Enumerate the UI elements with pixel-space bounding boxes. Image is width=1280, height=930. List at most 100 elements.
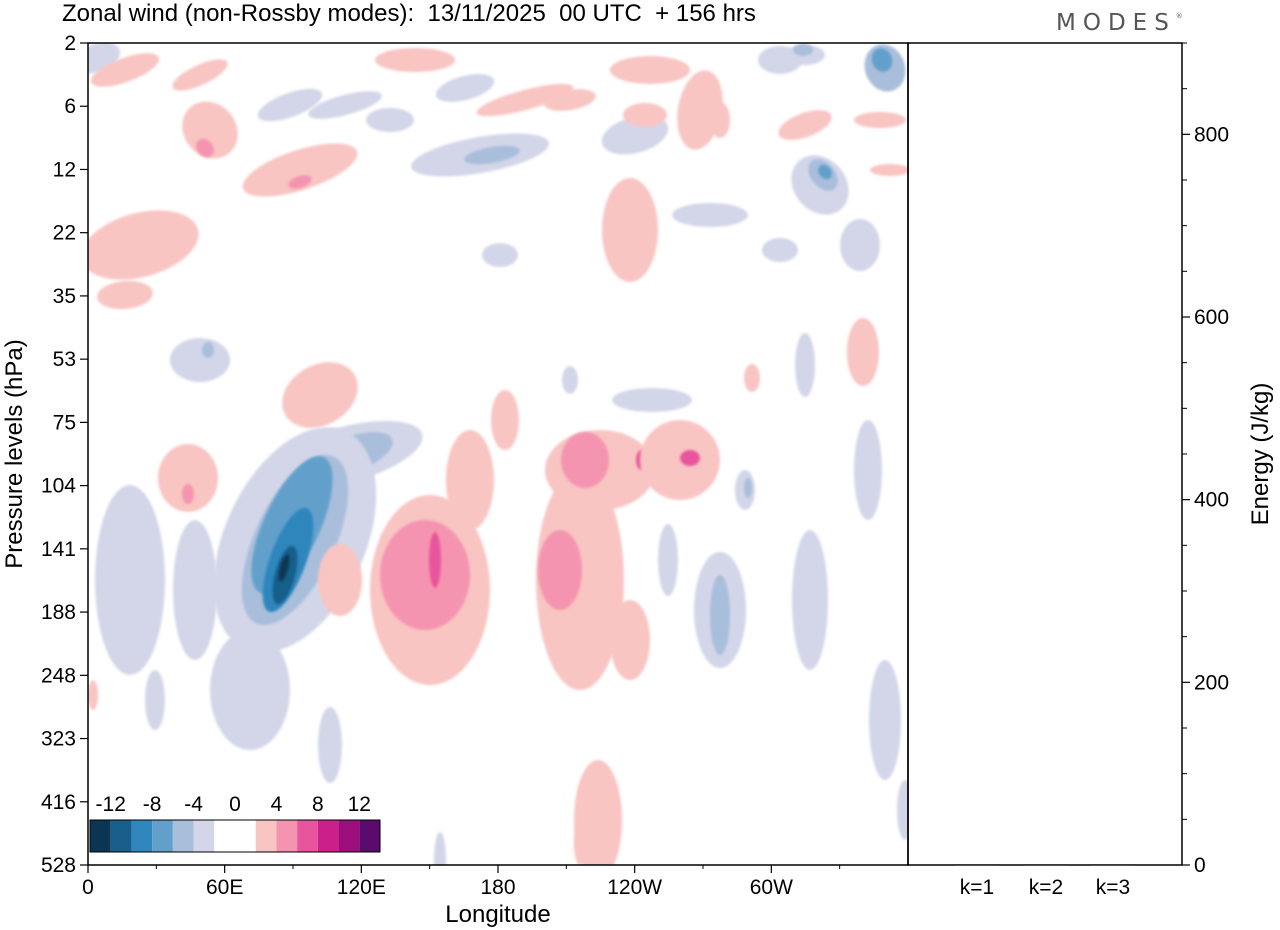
negative-contour-region [145,670,165,730]
negative-contour-region [744,478,752,498]
positive-contour-region [574,760,622,865]
negative-contour-region [869,660,901,780]
negative-contour-region [792,530,828,670]
negative-contour-region [278,554,290,582]
positive-contour-region [196,138,214,158]
energy-panel: 0 200 400 600 800 k=1 k=2 k=3 [955,42,1229,899]
colorbar-swatch [110,820,132,852]
y-axis-label: Pressure levels (hPa) [1,339,28,568]
energy-tick-label: 800 [1194,123,1229,146]
negative-contour-region [793,44,813,56]
y-axis: 2 6 12 22 35 53 75 104 141 188 248 323 416 528 [41,32,88,877]
positive-contour-region [610,600,650,680]
energy-tick-label: 600 [1194,306,1229,329]
colorbar-label: -4 [184,793,203,816]
y-tick-label: 75 [53,411,76,434]
negative-contour-region [435,74,495,102]
x-tick-label: 60W [750,876,793,899]
y-tick-label: 53 [53,348,76,371]
colorbar-swatch [317,820,339,852]
negative-contour-region [366,108,414,132]
energy-bar [1024,864,1068,866]
y-tick-label: 323 [41,728,76,751]
positive-contour-region [182,101,238,159]
energy-tick-label: 200 [1194,671,1229,694]
x-axis-label: Longitude [445,901,550,928]
colorbar-label: -8 [143,793,162,816]
energy-panel-frame [907,42,1183,866]
colorbar-label: 4 [271,793,283,816]
positive-contour-region [623,103,667,127]
colorbar-label: -12 [96,793,126,816]
positive-contour-region [375,48,455,72]
positive-contour-region [640,420,720,500]
negative-contour-region [464,145,520,165]
y-tick-label: 188 [41,601,76,624]
y-tick-label: 12 [53,158,76,181]
positive-contour-region [680,450,700,466]
colorbar-swatch [131,820,153,852]
colorbar-swatch [255,820,277,852]
positive-contour-region [744,364,760,392]
x-axis: 0 60E 120E 180 120W 60W [82,865,841,899]
positive-contour-region [574,825,586,865]
colorbar-swatch [235,820,256,852]
colorbar-label: 8 [312,793,324,816]
colorbar-frame [89,819,381,853]
colorbar-label: 0 [229,793,241,816]
positive-contour-region [172,59,228,91]
colorbar-swatch [276,820,298,852]
positive-contour-region [158,444,218,512]
y-tick-label: 22 [53,222,76,245]
energy-axis-label: Energy (J/kg) [1247,383,1274,526]
colorbar-swatch [172,820,194,852]
energy-tick-label: 400 [1194,489,1229,512]
positive-contour-region [538,530,582,610]
negative-contour-region [257,88,323,122]
positive-contour-region [476,83,574,117]
colorbar-swatch [297,820,318,852]
colorbar-swatch [359,820,380,852]
positive-contour-region [242,143,358,197]
positive-contour-region [778,110,832,140]
negative-contour-region [308,91,382,119]
negative-contour-region [897,780,908,840]
energy-category-label: k=1 [960,876,994,899]
positive-contour-region [561,432,609,488]
colorbar-swatch [193,820,215,852]
negative-contour-region [795,333,815,397]
negative-contour-region [818,164,832,180]
x-tick-label: 0 [82,876,94,899]
negative-contour-region [562,366,578,394]
positive-contour-region [847,318,879,386]
negative-contour-region [210,630,290,750]
positive-contour-region [491,390,519,450]
positive-contour-region [429,532,441,588]
negative-contour-region [871,48,893,72]
positive-contour-region [282,362,358,428]
colorbar-swatch [338,820,360,852]
energy-tick-label: 0 [1194,854,1206,877]
y-tick-label: 141 [41,538,76,561]
y-tick-label: 528 [41,854,76,877]
negative-contour-region [173,520,217,660]
y-tick-label: 2 [64,32,76,55]
y-tick-label: 104 [41,475,76,498]
colorbar: -12 -8 -4 0 4 8 12 [88,784,382,856]
x-tick-label: 120W [607,876,662,899]
x-tick-label: 120E [337,876,386,899]
contour-field [88,43,908,865]
negative-contour-region [612,388,692,412]
negative-contour-region [840,219,880,271]
x-tick-label: 60E [206,876,243,899]
positive-contour-region [88,680,98,710]
positive-contour-region [710,102,730,138]
negative-contour-region [170,338,230,382]
positive-contour-region [380,520,470,630]
colorbar-swatch [214,820,235,852]
positive-contour-region [602,178,658,282]
negative-contour-region [202,342,214,358]
negative-contour-region [658,524,678,596]
negative-contour-region [672,203,748,227]
